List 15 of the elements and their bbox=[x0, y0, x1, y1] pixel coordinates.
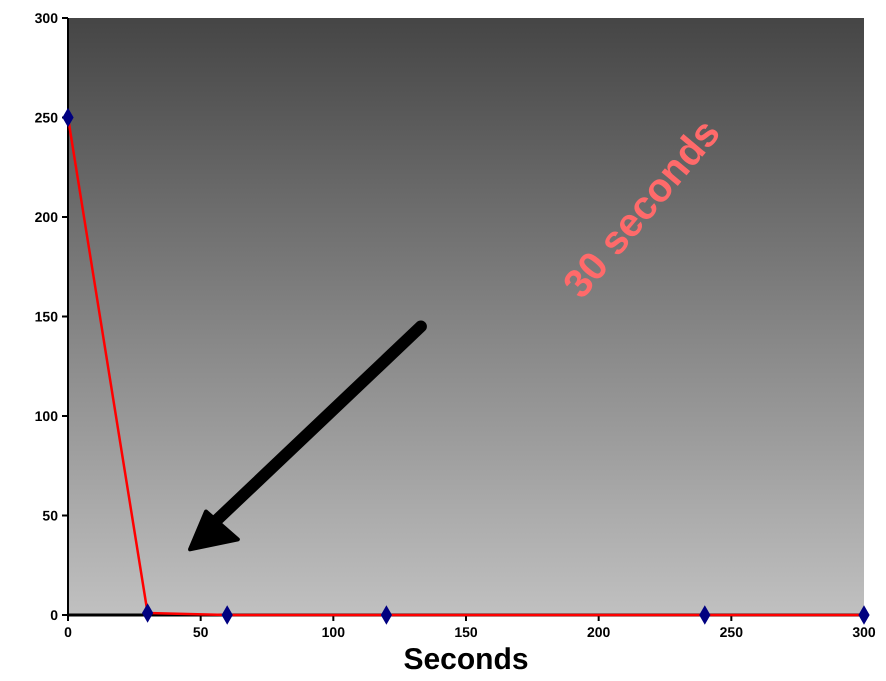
y-tick-label: 50 bbox=[42, 508, 58, 524]
x-tick-label: 100 bbox=[322, 624, 346, 640]
x-tick-label: 200 bbox=[586, 624, 611, 640]
x-axis-title: Seconds bbox=[403, 643, 529, 676]
x-tick-label: 50 bbox=[192, 624, 209, 640]
y-tick-label: 300 bbox=[34, 10, 58, 26]
y-tick-label: 0 bbox=[50, 607, 58, 623]
x-tick-label: 250 bbox=[720, 624, 744, 640]
y-tick-label: 250 bbox=[34, 110, 58, 126]
x-tick-label: 0 bbox=[64, 624, 72, 640]
x-tick-label: 300 bbox=[852, 624, 876, 640]
x-tick-label: 150 bbox=[454, 624, 478, 640]
y-tick-label: 150 bbox=[34, 308, 58, 324]
y-tick-label: 200 bbox=[34, 209, 58, 225]
y-tick-label: 100 bbox=[34, 408, 58, 424]
